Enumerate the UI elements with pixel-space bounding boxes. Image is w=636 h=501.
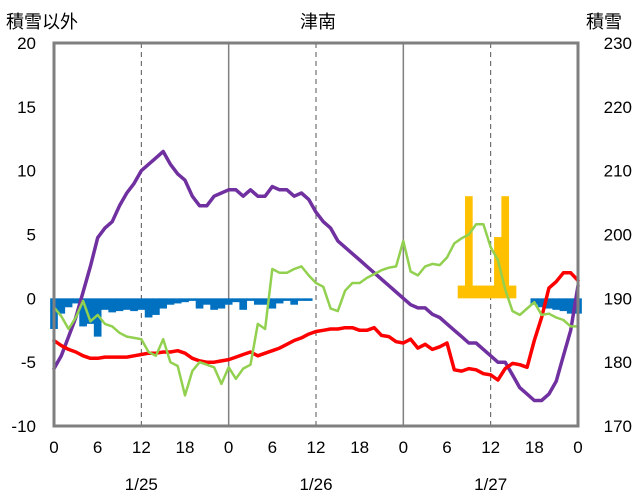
bars-orange-bar [501,196,510,299]
right-tick-label: 210 [604,162,632,181]
right-tick-label: 190 [604,289,632,308]
bars-blue-bar [144,298,153,318]
bars-blue-bar [283,298,291,301]
date-label: 1/26 [299,475,332,494]
series-line-1 [52,271,580,382]
bars-blue-bar [71,298,80,304]
bars-blue-bar [86,298,95,324]
gridlines [140,43,492,426]
x-tick-label: 0 [49,438,58,457]
bars-orange-bar [508,285,517,299]
left-tick-label: 10 [17,162,36,181]
date-label: 1/27 [474,475,507,494]
x-tick-label: 18 [525,438,544,457]
bars-blue-bar [188,298,197,301]
bars-blue-bar [130,298,138,312]
date-labels: 1/25 1/26 1/27 [125,475,507,494]
left-axis-label: 積雪以外 [6,12,78,32]
x-tick-label: 6 [442,438,451,457]
bars-orange-bar [486,285,495,299]
bars-blue-bar [195,298,204,309]
bars-blue-bar [552,298,561,310]
bars-blue-bar [108,298,117,313]
bars-blue-bar [93,298,102,337]
x-tick-label: 18 [176,438,195,457]
bars-orange-bar [464,196,473,299]
bars-blue-bar [115,298,124,312]
plot-frame [52,41,580,428]
x-tick-label: 12 [481,438,500,457]
bars-orange [457,196,517,299]
x-tick-label: 0 [224,438,233,457]
x-tick-label: 18 [350,438,369,457]
bars-blue-bar [101,298,109,310]
bars-blue-bar [239,298,248,310]
left-tick-label: 5 [27,226,36,245]
bars-blue-bar [217,298,226,309]
bars-blue-bar [290,298,299,305]
bars-blue-bar [122,298,131,310]
x-tick-label: 6 [93,438,102,457]
bars-orange-bar [472,285,480,299]
bars-blue-bar [253,298,262,305]
x-tick-label: 0 [573,438,582,457]
bars-blue-bar [159,298,168,309]
bars-blue-bar [297,298,306,301]
bars-blue-bar [173,298,182,304]
right-tick-label: 230 [604,34,632,53]
bars-blue-bar [224,298,233,305]
left-tick-label: -5 [21,353,36,372]
bars-orange-bar [494,237,502,299]
bars-blue-bar [275,298,284,304]
series-lines [52,149,580,403]
chart-title: 津南 [300,12,336,32]
right-tick-label: 200 [604,226,632,245]
bars-blue-bar [304,298,313,301]
bars-blue-bar [152,298,160,315]
bars-blue-bar [537,298,546,308]
bars-blue-bar [64,298,73,308]
right-tick-label: 180 [604,353,632,372]
x-tick-label: 12 [132,438,151,457]
bars-blue-bar [166,298,175,305]
right-tick-labels: 230 220 210 200 190 180 170 [604,34,632,436]
left-tick-label: -10 [11,417,36,436]
date-label: 1/25 [125,475,158,494]
bars-blue-bar [202,298,211,305]
bars-blue-bar [545,298,553,309]
left-tick-label: 15 [17,98,36,117]
right-tick-label: 170 [604,417,632,436]
x-tick-label: 12 [307,438,326,457]
x-tick-label: 6 [268,438,277,457]
bars-blue-bar [261,298,269,305]
bars-orange-bar [457,285,466,299]
series-line-2 [52,223,580,397]
bars-blue-bar [210,298,218,310]
bars-blue-bar [559,298,568,312]
bars-blue-bar [268,298,277,309]
bars-blue-bar [246,298,255,301]
right-tick-label: 220 [604,98,632,117]
x-tick-labels: 0 6 12 18 0 6 12 18 0 6 12 18 0 [49,438,582,457]
bars-blue-bar [57,298,66,314]
bars-orange-bar [479,285,488,299]
right-axis-label: 積雪 [586,12,622,32]
bars-blue-bar [137,298,146,310]
bars-blue-bar [79,298,87,327]
bars-blue-bar [566,298,575,314]
series-line-0 [52,149,580,403]
bars-blue-bar [232,298,240,303]
left-tick-labels: 20 15 10 5 0 -5 -10 [11,34,36,436]
x-tick-label: 0 [399,438,408,457]
bars-blue-bar [181,298,189,303]
left-tick-label: 20 [17,34,36,53]
left-tick-label: 0 [27,289,36,308]
